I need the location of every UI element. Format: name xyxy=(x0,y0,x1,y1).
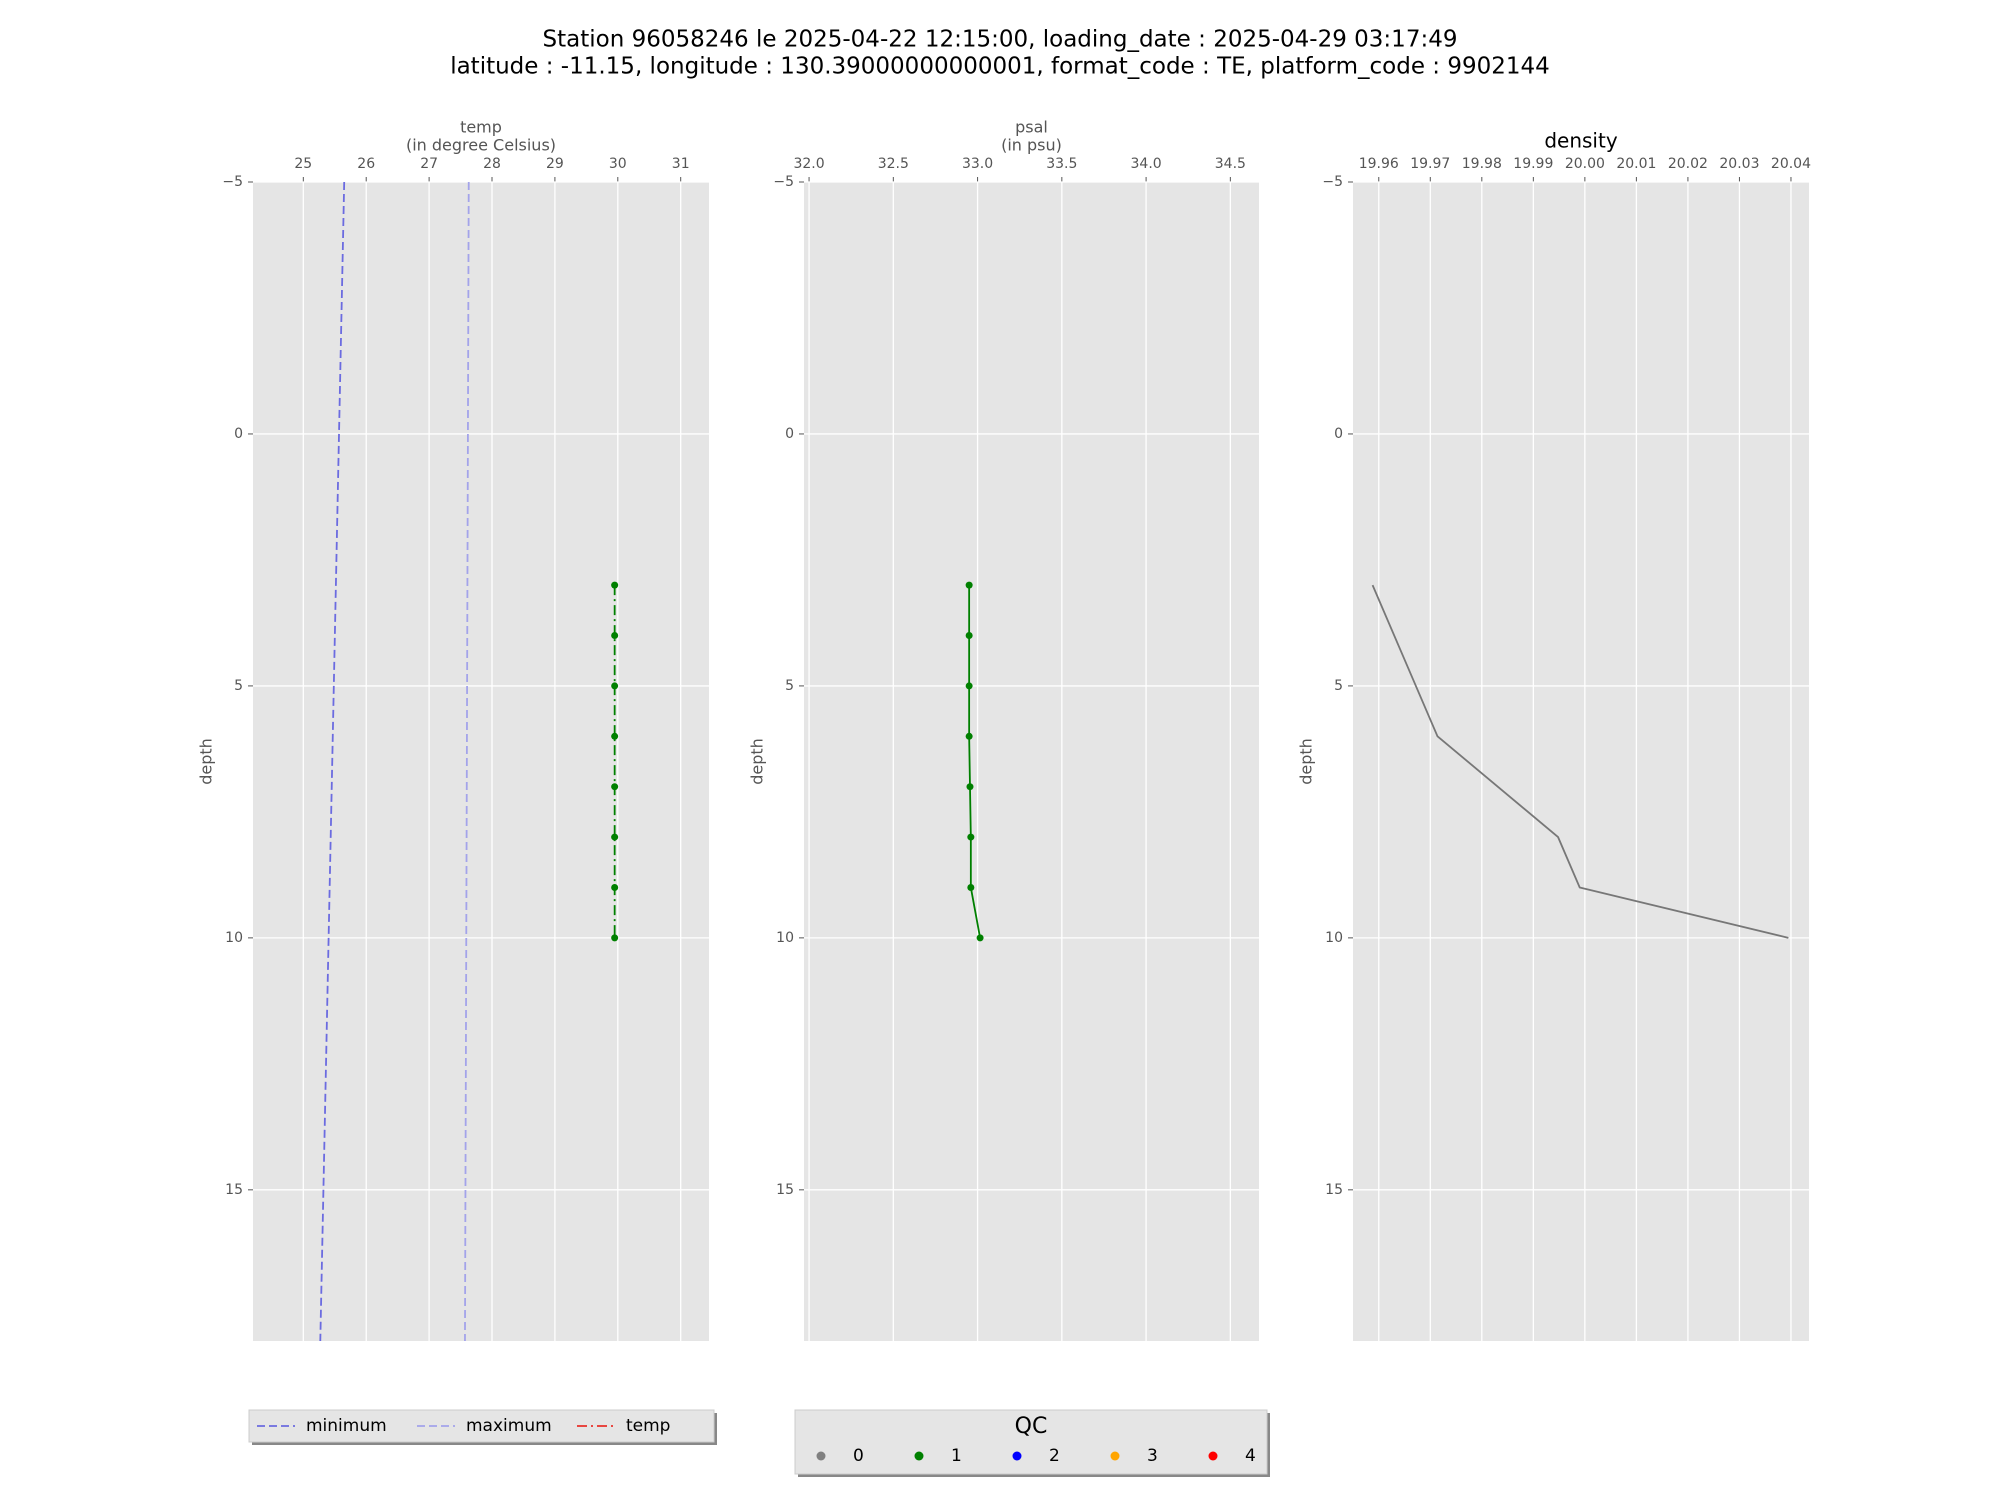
qc-swatch xyxy=(1110,1451,1120,1461)
qc-label: 3 xyxy=(1147,1446,1158,1466)
series-line xyxy=(1371,584,1789,939)
x-tick-label: 19.96 xyxy=(1359,156,1399,172)
x-tick-label: 19.97 xyxy=(1410,156,1450,172)
y-tick-label: 0 xyxy=(785,426,794,442)
data-point xyxy=(611,833,619,841)
data-point xyxy=(611,632,619,640)
figure-subtitle: latitude : -11.15, longitude : 130.39000… xyxy=(450,54,1550,80)
qc-swatch xyxy=(1208,1451,1218,1461)
y-tick-label: −5 xyxy=(773,174,794,190)
data-point xyxy=(966,783,974,791)
x-tick-label: 25 xyxy=(294,156,312,172)
qc-swatch xyxy=(816,1451,826,1461)
qc-label: 2 xyxy=(1049,1446,1060,1466)
y-tick-label: −5 xyxy=(1322,174,1343,190)
qc-swatch xyxy=(1012,1451,1022,1461)
data-point xyxy=(611,732,619,740)
qc-label: 4 xyxy=(1245,1446,1256,1466)
y-tick-label: 10 xyxy=(225,930,243,946)
qc-label: 0 xyxy=(853,1446,864,1466)
legend-label: temp xyxy=(626,1416,670,1436)
y-tick-label: 5 xyxy=(1334,678,1343,694)
data-point xyxy=(965,682,973,690)
y-tick-label: 5 xyxy=(234,678,243,694)
series-line xyxy=(464,181,470,1342)
x-tick-label: 26 xyxy=(357,156,375,172)
qc-label: 1 xyxy=(951,1446,962,1466)
x-tick-label: 34.5 xyxy=(1215,156,1246,172)
x-tick-label: 20.03 xyxy=(1719,156,1759,172)
x-tick-label: 29 xyxy=(546,156,564,172)
qc-legend-title: QC xyxy=(1015,1414,1048,1439)
x-tick-label: 20.01 xyxy=(1616,156,1656,172)
x-tick-label: 32.0 xyxy=(793,156,824,172)
y-tick-label: 15 xyxy=(225,1182,243,1198)
figure-title: Station 96058246 le 2025-04-22 12:15:00,… xyxy=(543,27,1458,53)
qc-swatch xyxy=(914,1451,924,1461)
legend-label: maximum xyxy=(466,1416,552,1436)
x-tick-label: 20.02 xyxy=(1668,156,1708,172)
data-point xyxy=(967,833,975,841)
data-point xyxy=(611,581,619,589)
series-line xyxy=(968,585,981,939)
y-tick-label: 0 xyxy=(1334,426,1343,442)
plot-background xyxy=(1353,182,1809,1341)
axes-title: density xyxy=(1544,129,1617,153)
legend-label: minimum xyxy=(306,1416,387,1436)
y-tick-label: 5 xyxy=(785,678,794,694)
y-tick-label: 0 xyxy=(234,426,243,442)
data-point xyxy=(967,883,975,891)
x-tick-label: 34.0 xyxy=(1131,156,1162,172)
qc-legend xyxy=(794,1409,1268,1475)
legend xyxy=(248,1409,715,1443)
x-axis-label: psal xyxy=(1015,118,1048,137)
x-tick-label: 19.98 xyxy=(1462,156,1502,172)
x-tick-label: 28 xyxy=(483,156,501,172)
y-tick-label: −5 xyxy=(222,174,243,190)
plot-background xyxy=(253,182,709,1341)
y-axis-label: depth xyxy=(197,738,216,785)
x-tick-label: 19.99 xyxy=(1513,156,1553,172)
y-axis-label: depth xyxy=(748,738,767,785)
x-axis-unit: (in degree Celsius) xyxy=(406,136,556,155)
series-line xyxy=(319,181,346,1342)
y-tick-label: 10 xyxy=(1325,930,1343,946)
x-tick-label: 27 xyxy=(420,156,438,172)
x-axis-label: temp xyxy=(460,118,502,137)
y-axis-label: depth xyxy=(1297,738,1316,785)
y-tick-label: 10 xyxy=(776,930,794,946)
data-point xyxy=(611,883,619,891)
data-point xyxy=(965,581,973,589)
data-point xyxy=(611,682,619,690)
data-point xyxy=(965,732,973,740)
y-tick-label: 15 xyxy=(1325,1182,1343,1198)
x-tick-label: 33.0 xyxy=(962,156,993,172)
x-tick-label: 20.04 xyxy=(1771,156,1811,172)
data-point xyxy=(611,783,619,791)
data-point xyxy=(965,632,973,640)
x-tick-label: 30 xyxy=(609,156,627,172)
x-tick-label: 33.5 xyxy=(1046,156,1077,172)
x-tick-label: 32.5 xyxy=(878,156,909,172)
x-axis-unit: (in psu) xyxy=(1001,136,1062,155)
plot-background xyxy=(804,182,1259,1341)
x-tick-label: 20.00 xyxy=(1565,156,1605,172)
data-point xyxy=(611,934,619,942)
data-point xyxy=(976,934,984,942)
y-tick-label: 15 xyxy=(776,1182,794,1198)
x-tick-label: 31 xyxy=(672,156,690,172)
